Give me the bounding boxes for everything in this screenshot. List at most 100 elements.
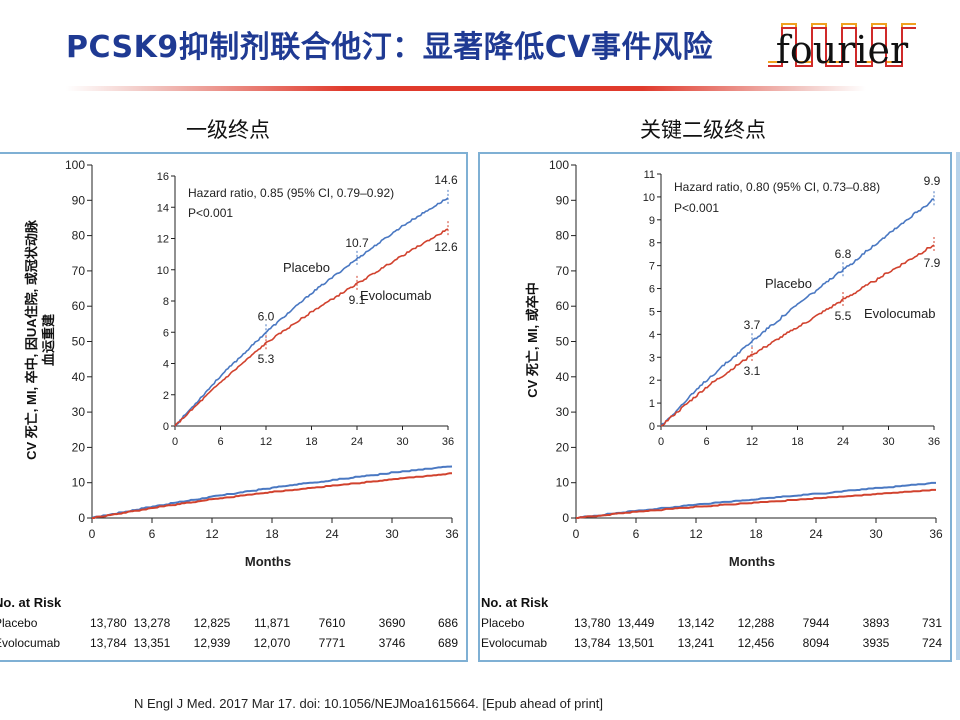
at-risk-title: No. at Risk: [481, 595, 549, 610]
inset-y-tick-label: 6: [163, 327, 169, 339]
x-tick-label: 6: [149, 527, 156, 541]
y-tick-label: 70: [72, 264, 86, 278]
inset-y-tick-label: 11: [644, 169, 655, 181]
x-tick-label: 6: [633, 527, 640, 541]
x-tick-label: 12: [205, 527, 219, 541]
inset-series-line-placebo: [174, 197, 449, 427]
evolocumab-label: Evolocumab: [864, 306, 936, 321]
annotation-label: 3.7: [744, 318, 761, 332]
x-tick-label: 36: [929, 527, 943, 541]
y-tick-label: 10: [72, 476, 86, 490]
inset-x-tick-label: 12: [260, 436, 272, 448]
at-risk-row-name: Evolocumab: [481, 636, 547, 650]
page-title: PCSK9抑制剂联合他汀：显著降低CV事件风险: [66, 30, 714, 65]
at-risk-value: 7944: [803, 616, 830, 630]
heading-secondary-endpoint: 关键二级终点: [640, 118, 766, 142]
x-tick-label: 24: [809, 527, 823, 541]
p-value-text: P<0.001: [188, 206, 233, 220]
inset-x-tick-label: 36: [442, 436, 454, 448]
at-risk-value: 13,501: [618, 636, 655, 650]
y-tick-label: 0: [562, 511, 569, 525]
x-tick-label: 0: [89, 527, 96, 541]
inset-y-tick-label: 2: [163, 390, 169, 402]
annotation-label: 5.5: [835, 309, 852, 323]
annotation-label: 5.3: [258, 352, 275, 366]
inset-series-line-evolocumab: [174, 228, 449, 427]
inset-y-tick-label: 8: [163, 296, 169, 308]
annotation-label: 6.0: [258, 309, 275, 323]
at-risk-value: 13,142: [678, 616, 715, 630]
inset-x-tick-label: 30: [882, 436, 894, 448]
inset-y-tick-label: 4: [649, 329, 655, 341]
inset-x-tick-label: 24: [351, 436, 363, 448]
annotation-label: 9.1: [349, 293, 366, 307]
y-tick-label: 30: [72, 405, 86, 419]
y-tick-label: 40: [72, 370, 86, 384]
placebo-label: Placebo: [283, 260, 330, 275]
at-risk-value: 731: [922, 616, 942, 630]
y-tick-label: 60: [556, 299, 570, 313]
y-tick-label: 30: [556, 405, 570, 419]
annotation-label: 12.6: [434, 240, 458, 254]
at-risk-value: 13,784: [90, 636, 127, 650]
title-underline: [66, 86, 866, 91]
at-risk-value: 3893: [863, 616, 890, 630]
inset-y-tick-label: 12: [157, 234, 169, 246]
at-risk-value: 12,070: [254, 636, 291, 650]
annotation-label: 6.8: [835, 247, 852, 261]
inset-x-tick-label: 6: [703, 436, 709, 448]
inset-x-tick-label: 6: [217, 436, 223, 448]
citation: N Engl J Med. 2017 Mar 17. doi: 10.1056/…: [134, 696, 604, 711]
at-risk-value: 13,278: [134, 616, 171, 630]
at-risk-value: 13,784: [574, 636, 611, 650]
y-axis-label: CV 死亡, MI, 或卒中: [525, 282, 540, 398]
at-risk-value: 7610: [319, 616, 346, 630]
at-risk-row-name: Evolocumab: [0, 636, 60, 650]
logo-waveform: [768, 23, 916, 67]
inset-x-tick-label: 0: [658, 436, 664, 448]
y-tick-label: 90: [72, 193, 86, 207]
inset-y-tick-label: 5: [649, 306, 655, 318]
inset-y-tick-label: 4: [163, 359, 169, 371]
annotation-label: 14.6: [434, 173, 458, 187]
inset-y-tick-label: 14: [157, 202, 169, 214]
inset-x-tick-label: 18: [305, 436, 317, 448]
at-risk-value: 12,825: [194, 616, 231, 630]
inset-y-tick-label: 10: [157, 265, 169, 277]
y-tick-label: 100: [549, 158, 569, 172]
y-tick-label: 50: [72, 335, 86, 349]
y-axis-label-line: CV 死亡, MI, 卒中, 因UA住院, 或冠状动脉: [24, 219, 39, 460]
at-risk-row-name: Placebo: [0, 616, 38, 630]
hazard-ratio-text: Hazard ratio, 0.85 (95% CI, 0.79–0.92): [188, 186, 394, 200]
at-risk-value: 3690: [379, 616, 406, 630]
y-tick-label: 100: [65, 158, 85, 172]
series-line-evolocumab: [575, 488, 936, 519]
x-tick-label: 18: [749, 527, 763, 541]
y-tick-label: 60: [72, 299, 86, 313]
inset-y-tick-label: 1: [649, 398, 655, 410]
at-risk-value: 3746: [379, 636, 406, 650]
x-tick-label: 30: [869, 527, 883, 541]
inset-x-tick-label: 18: [791, 436, 803, 448]
inset-y-tick-label: 0: [649, 421, 655, 433]
at-risk-value: 12,456: [738, 636, 775, 650]
inset-y-tick-label: 16: [157, 171, 169, 183]
annotation-label: 9.9: [924, 174, 941, 188]
annotation-label: 7.9: [924, 256, 941, 270]
x-tick-label: 18: [265, 527, 279, 541]
inset-y-tick-label: 7: [649, 261, 655, 273]
inset-y-tick-label: 0: [163, 421, 169, 433]
fourier-logo: fourier: [766, 16, 918, 80]
at-risk-title: No. at Risk: [0, 595, 62, 610]
at-risk-value: 13,351: [134, 636, 171, 650]
annotation-label: 3.1: [744, 364, 761, 378]
at-risk-value: 12,939: [194, 636, 231, 650]
inset-y-tick-label: 3: [649, 352, 655, 364]
x-tick-label: 30: [385, 527, 399, 541]
y-tick-label: 80: [556, 229, 570, 243]
inset-y-tick-label: 10: [643, 192, 655, 204]
